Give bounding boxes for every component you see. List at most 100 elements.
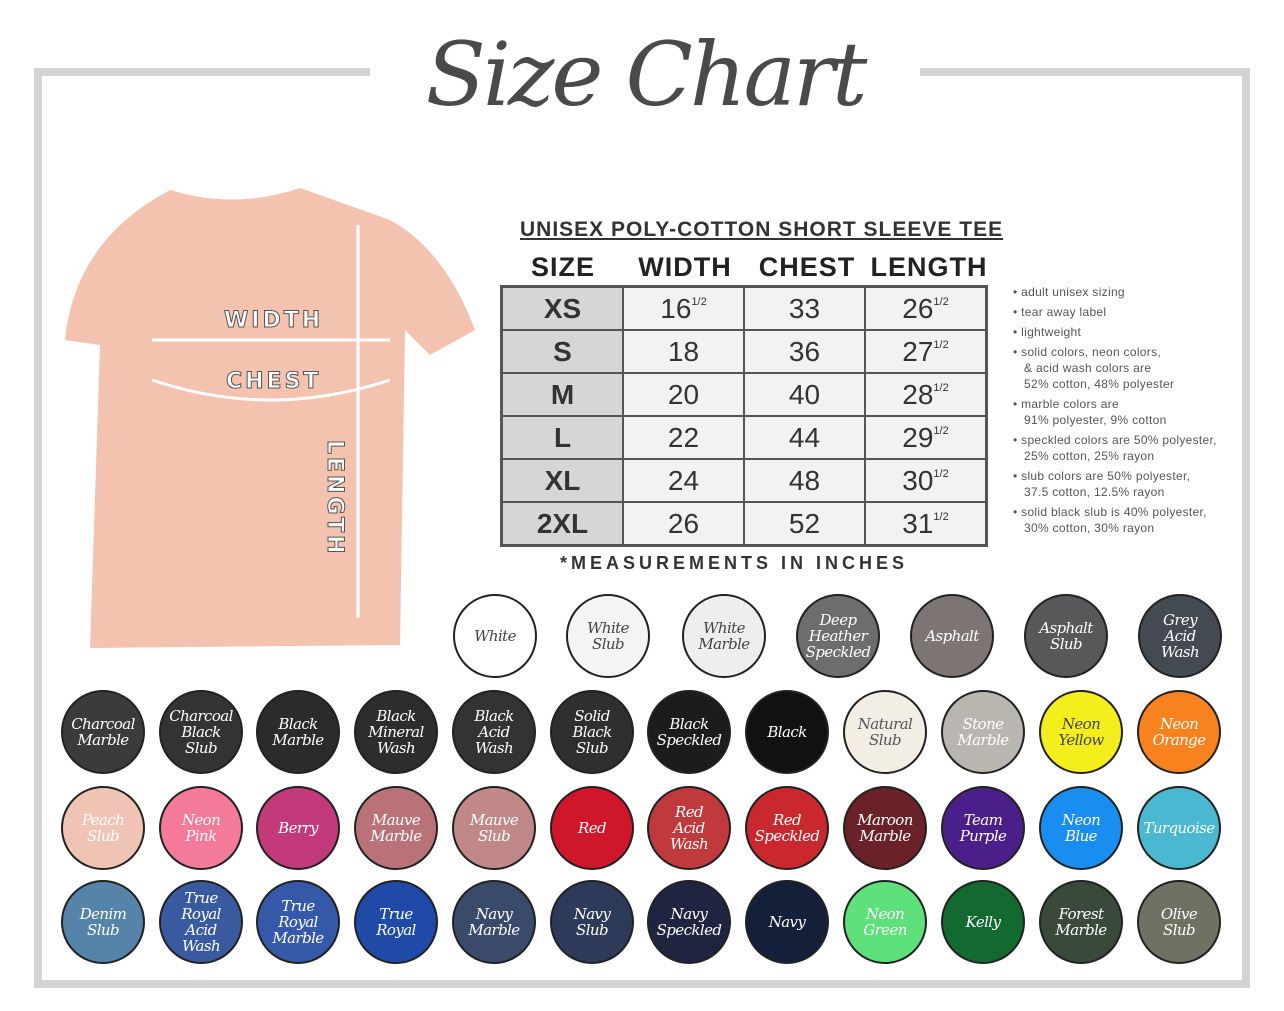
color-swatch: Deep Heather Speckled: [796, 594, 880, 678]
size-cell: S: [502, 330, 623, 373]
measurement-arrows: [151, 225, 391, 618]
color-swatch: Black: [745, 690, 829, 774]
color-swatch: Kelly: [941, 880, 1025, 964]
length-value: 31: [902, 507, 934, 539]
chest-cell: 44: [744, 416, 865, 459]
length-fraction: 1/2: [933, 338, 949, 351]
width-value: 26: [667, 507, 700, 539]
chest-label: CHEST: [225, 369, 322, 395]
length-value: 27: [902, 335, 934, 367]
color-swatch: Navy Speckled: [647, 880, 731, 964]
feature-text: speckled colors are 50% polyester, 25% c…: [1021, 433, 1217, 463]
size-cell: XS: [502, 287, 623, 330]
color-swatch: Neon Pink: [159, 786, 243, 870]
length-value: 26: [902, 292, 934, 324]
feature-item: • tear away label: [1013, 305, 1107, 319]
size-table: XS 16 1/2 33 26 1/2 S 18 36 27 1/2 M 20 40 28 1/2 L 22 44 2…: [500, 285, 988, 547]
feature-text: marble colors are 91% polyester, 9% cott…: [1021, 397, 1167, 427]
feature-item: • adult unisex sizing: [1013, 285, 1125, 299]
feature-text: slub colors are 50% polyester, 37.5 cott…: [1021, 469, 1191, 499]
length-value: 29: [902, 421, 934, 453]
size-cell: XL: [502, 459, 623, 502]
color-swatch: True Royal: [354, 880, 438, 964]
title-backdrop: [370, 40, 920, 100]
chest-cell: 40: [744, 373, 865, 416]
column-header: WIDTH: [638, 252, 732, 282]
length-value: 28: [902, 378, 934, 410]
color-swatch: Peach Slub: [61, 786, 145, 870]
column-header: CHEST: [758, 252, 856, 282]
color-swatch: Forest Marble: [1039, 880, 1123, 964]
table-row: L 22 44 29 1/2: [502, 416, 986, 459]
color-swatch: Natural Slub: [843, 690, 927, 774]
color-swatch: Neon Yellow: [1039, 690, 1123, 774]
table-row: M 20 40 28 1/2: [502, 373, 986, 416]
color-swatch: Berry: [256, 786, 340, 870]
color-swatch: Stone Marble: [941, 690, 1025, 774]
width-cell: 20: [623, 373, 744, 416]
width-value: 18: [667, 335, 700, 367]
color-swatch: Denim Slub: [61, 880, 145, 964]
color-swatch: Neon Orange: [1137, 690, 1221, 774]
table-row: XL 24 48 30 1/2: [502, 459, 986, 502]
feature-item: • marble colors are 91% polyester, 9% co…: [1013, 397, 1167, 427]
chest-cell: 48: [744, 459, 865, 502]
length-fraction: 1/2: [933, 424, 949, 437]
length-cell: 31 1/2: [865, 502, 986, 545]
feature-item: • lightweight: [1013, 325, 1082, 339]
width-value: 22: [667, 421, 700, 453]
feature-item: • speckled colors are 50% polyester, 25%…: [1013, 433, 1217, 463]
color-swatch: Black Acid Wash: [452, 690, 536, 774]
color-swatch: Mauve Slub: [452, 786, 536, 870]
chest-value: 40: [788, 378, 821, 410]
color-swatch: Red: [550, 786, 634, 870]
color-swatch: White: [453, 594, 537, 678]
size-cell: 2XL: [502, 502, 623, 545]
feature-item: • slub colors are 50% polyester, 37.5 co…: [1013, 469, 1191, 499]
length-cell: 26 1/2: [865, 287, 986, 330]
table-row: 2XL 26 52 31 1/2: [502, 502, 986, 545]
width-cell: 22: [623, 416, 744, 459]
color-swatch: Navy Slub: [550, 880, 634, 964]
feature-item: • solid black slub is 40% polyester, 30%…: [1013, 505, 1207, 535]
color-swatch: Navy: [745, 880, 829, 964]
tshirt-illustration: [65, 188, 475, 648]
length-cell: 28 1/2: [865, 373, 986, 416]
width-cell: 18: [623, 330, 744, 373]
column-header: LENGTH: [870, 252, 988, 282]
chest-value: 33: [788, 292, 821, 324]
width-label: WIDTH: [223, 308, 324, 334]
color-swatch: White Slub: [566, 594, 650, 678]
feature-text: solid black slub is 40% polyester, 30% c…: [1021, 505, 1207, 535]
product-features: • adult unisex sizing • tear away label • …: [1013, 284, 1253, 540]
color-swatch: Navy Marble: [452, 880, 536, 964]
color-swatch: White Marble: [682, 594, 766, 678]
color-swatch: Black Speckled: [647, 690, 731, 774]
color-swatch: Solid Black Slub: [550, 690, 634, 774]
color-swatch: Neon Green: [843, 880, 927, 964]
color-swatch: Charcoal Black Slub: [159, 690, 243, 774]
table-row: XS 16 1/2 33 26 1/2: [502, 287, 986, 330]
width-cell: 26: [623, 502, 744, 545]
chest-value: 52: [788, 507, 821, 539]
length-fraction: 1/2: [933, 467, 949, 480]
color-swatch: Grey Acid Wash: [1138, 594, 1222, 678]
size-cell: L: [502, 416, 623, 459]
chest-cell: 33: [744, 287, 865, 330]
chest-value: 48: [788, 464, 821, 496]
color-swatch: Asphalt: [910, 594, 994, 678]
chest-cell: 52: [744, 502, 865, 545]
feature-text: solid colors, neon colors, & acid wash c…: [1021, 345, 1175, 391]
color-swatch: Olive Slub: [1137, 880, 1221, 964]
length-fraction: 1/2: [933, 381, 949, 394]
color-swatch: Maroon Marble: [843, 786, 927, 870]
color-swatch: Red Acid Wash: [647, 786, 731, 870]
color-swatch: Team Purple: [941, 786, 1025, 870]
color-swatch: True Royal Marble: [256, 880, 340, 964]
page-title: Size Chart: [425, 23, 868, 126]
length-fraction: 1/2: [933, 295, 949, 308]
chest-cell: 36: [744, 330, 865, 373]
color-swatch: Turquoise: [1137, 786, 1221, 870]
length-fraction: 1/2: [933, 510, 949, 523]
width-value: 24: [667, 464, 700, 496]
